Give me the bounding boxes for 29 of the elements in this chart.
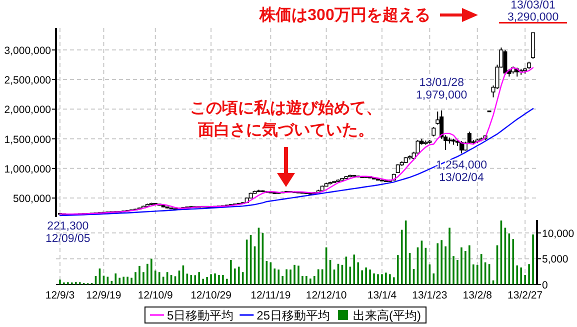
x-tick-label: 12/9/3 — [45, 290, 75, 302]
annotation: 13/03/01 3,290,000 — [507, 0, 559, 24]
x-tick-label: 13/2/27 — [508, 290, 543, 302]
annotation: 13/01/28 1,979,000 — [416, 76, 468, 102]
y-tick-label: 1,500,000 — [4, 134, 52, 146]
y-tick-label: 0 — [542, 280, 548, 292]
x-tick-label: 12/12/10 — [306, 290, 347, 302]
x-tick-label: 13/2/8 — [462, 290, 492, 302]
legend-label: 25日移動平均 — [256, 308, 330, 322]
y-tick-label: 5,000 — [542, 254, 568, 266]
legend-label: 5日移動平均 — [166, 308, 234, 322]
annotation: 221,300 12/09/05 — [46, 220, 90, 246]
annotation: 面白さに気づいていた。 — [197, 121, 374, 139]
x-tick-label: 13/1/4 — [367, 290, 397, 302]
y-tick-label: 3,000,000 — [4, 44, 52, 57]
x-tick-label: 12/11/19 — [250, 290, 291, 302]
legend-label: 出来高(平均) — [353, 308, 422, 322]
y-tick-label: 1,000,000 — [4, 163, 52, 176]
x-tick-label: 12/9/19 — [86, 290, 122, 302]
y-tick-label: 10,000 — [542, 228, 574, 240]
x-tick-label: 13/1/23 — [412, 290, 448, 302]
x-tick-label: 12/10/9 — [138, 290, 174, 302]
text: 株価は300万円を超える — [258, 6, 430, 24]
annotation: 1,254,000 13/02/04 — [436, 159, 488, 184]
annotation: この頃に私は遊び始めて、 — [190, 99, 382, 117]
y-tick-label: 2,500,000 — [4, 74, 52, 87]
y-tick-label: 2,000,000 — [4, 104, 52, 116]
x-tick-label: 12/10/29 — [190, 290, 232, 302]
y-tick-label: 500,000 — [13, 193, 52, 206]
